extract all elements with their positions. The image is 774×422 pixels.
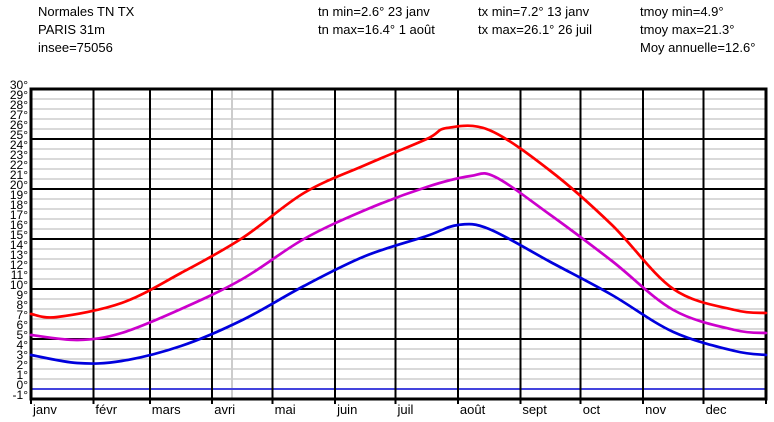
y-tick-label: 19° (10, 188, 28, 202)
month-label: juin (336, 402, 357, 417)
tx-max-value: tx max=26.1° 26 juil (478, 22, 592, 37)
y-tick-label: 9° (17, 288, 29, 302)
y-tick-label: 20° (10, 178, 28, 192)
station-name-altitude: PARIS 31m (38, 22, 105, 37)
y-tick-label: 27° (10, 108, 28, 122)
y-tick-label: 0° (17, 378, 29, 392)
y-tick-label: 5° (17, 328, 29, 342)
y-tick-label: 21° (10, 168, 28, 182)
y-tick-label: 2° (17, 358, 29, 372)
month-label: janv (32, 402, 57, 417)
y-tick-label: 24° (10, 138, 28, 152)
y-tick-label: 25° (10, 128, 28, 142)
y-tick-label: 17° (10, 208, 28, 222)
y-tick-label: 11° (11, 268, 28, 282)
month-label: févr (95, 402, 117, 417)
y-tick-label: 7° (17, 308, 29, 322)
y-tick-label: 26° (10, 118, 28, 132)
tmoy-max-value: tmoy max=21.3° (640, 22, 735, 37)
month-label: août (460, 402, 486, 417)
station-insee-code: insee=75056 (38, 40, 113, 55)
tn-min-value: tn min=2.6° 23 janv (318, 4, 430, 19)
station-info-block: Normales TN TX PARIS 31m insee=75056 (38, 3, 134, 57)
tn-extremes-block: tn min=2.6° 23 janv tn max=16.4° 1 août (318, 3, 435, 39)
month-label: nov (645, 402, 666, 417)
y-tick-label: 1° (17, 368, 29, 382)
y-tick-label: -1° (13, 388, 29, 402)
month-label: oct (583, 402, 601, 417)
y-tick-label: 18° (10, 198, 28, 212)
y-tick-label: 15° (10, 228, 28, 242)
month-label: dec (706, 402, 727, 417)
y-tick-label: 28° (10, 98, 28, 112)
tmoy-min-value: tmoy min=4.9° (640, 4, 724, 19)
y-tick-label: 10° (10, 278, 28, 292)
y-tick-label: 3° (17, 348, 29, 362)
tn-max-value: tn max=16.4° 1 août (318, 22, 435, 37)
tx-min-value: tx min=7.2° 13 janv (478, 4, 590, 19)
y-tick-label: 23° (10, 148, 28, 162)
tx-extremes-block: tx min=7.2° 13 janv tx max=26.1° 26 juil (478, 3, 592, 39)
y-tick-label: 30° (10, 78, 28, 92)
month-tick-marks (30, 399, 767, 404)
month-label: avri (214, 402, 235, 417)
y-tick-label: 12° (10, 258, 28, 272)
temperature-curves (29, 124, 768, 365)
month-labels: janv févr mars avri mai juin juil août sept oct no… (32, 402, 727, 417)
tmoy-extremes-block: tmoy min=4.9° tmoy max=21.3° Moy annuell… (640, 3, 755, 57)
y-tick-label: 6° (17, 318, 29, 332)
y-tick-label: 14° (10, 238, 28, 252)
curve-tn (29, 222, 768, 365)
month-label: mai (275, 402, 296, 417)
curve-tmoy (29, 172, 768, 342)
month-label: mars (152, 402, 181, 417)
y-tick-label: 13° (10, 248, 28, 262)
annual-mean-value: Moy annuelle=12.6° (640, 40, 756, 55)
month-label: sept (522, 402, 547, 417)
y-tick-label: 16° (10, 218, 28, 232)
month-boundary-lines (29, 88, 768, 400)
curve-tx (29, 124, 768, 319)
chart-title: Normales TN TX (38, 4, 135, 19)
y-tick-label: 4° (17, 338, 29, 352)
y-tick-label: 22° (10, 158, 28, 172)
y-tick-label: 29° (10, 88, 28, 102)
y-axis-labels: -1°0°1°2°3°4°5°6°7°8°9°10°11°12°13°14°15… (10, 78, 28, 402)
y-tick-label: 8° (17, 298, 29, 312)
month-label: juil (396, 402, 413, 417)
